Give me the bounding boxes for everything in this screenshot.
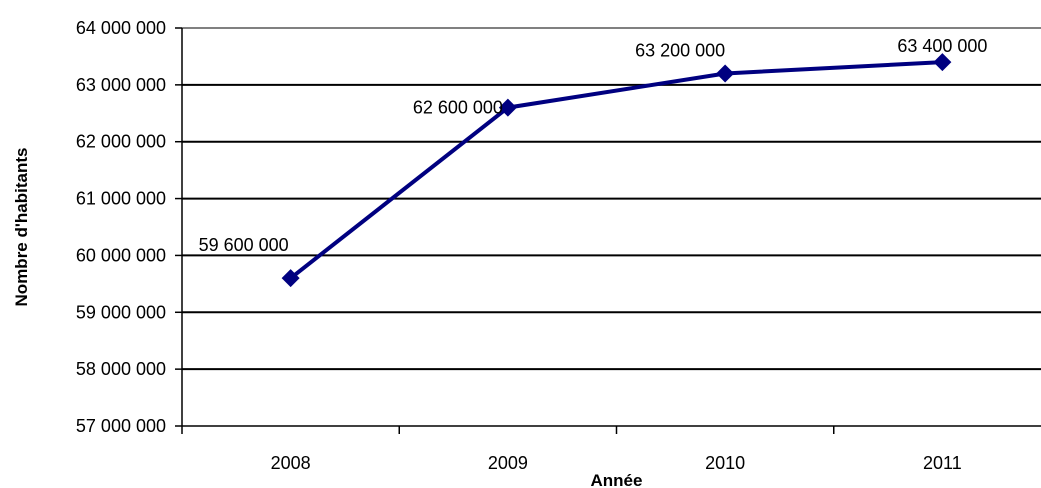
data-point-marker	[716, 64, 735, 83]
data-label: 63 400 000	[897, 36, 987, 56]
series-line	[289, 60, 943, 280]
x-tick-label: 2010	[705, 453, 745, 473]
y-tick-label: 57 000 000	[76, 416, 166, 436]
x-axis-title: Année	[591, 471, 643, 488]
y-tick-label: 64 000 000	[76, 18, 166, 38]
data-label: 59 600 000	[199, 235, 289, 255]
data-label: 62 600 000	[413, 98, 503, 118]
y-axis-ticks: 57 000 000 58 000 000 59 000 000 60 000 000…	[76, 18, 182, 436]
y-tick-label: 62 000 000	[76, 132, 166, 152]
data-label: 63 200 000	[635, 40, 725, 60]
series-layer	[281, 53, 952, 288]
gridlines	[182, 27, 1041, 371]
y-tick-label: 58 000 000	[76, 359, 166, 379]
y-tick-label: 63 000 000	[76, 75, 166, 95]
x-axis-ticks: 2008 2009 2010 2011	[181, 426, 962, 473]
x-tick-label: 2008	[271, 453, 311, 473]
y-tick-label: 59 000 000	[76, 302, 166, 322]
data-labels: 59 600 000 62 600 000 63 200 000 63 400 000	[199, 36, 988, 255]
y-axis-title: Nombre d'habitants	[12, 148, 31, 307]
y-tick-label: 60 000 000	[76, 245, 166, 265]
data-point-marker	[933, 53, 952, 72]
x-tick-label: 2011	[923, 453, 962, 473]
data-point-marker	[498, 98, 517, 117]
y-tick-label: 61 000 000	[76, 189, 166, 209]
data-point-marker	[281, 269, 300, 288]
x-tick-label: 2009	[488, 453, 528, 473]
